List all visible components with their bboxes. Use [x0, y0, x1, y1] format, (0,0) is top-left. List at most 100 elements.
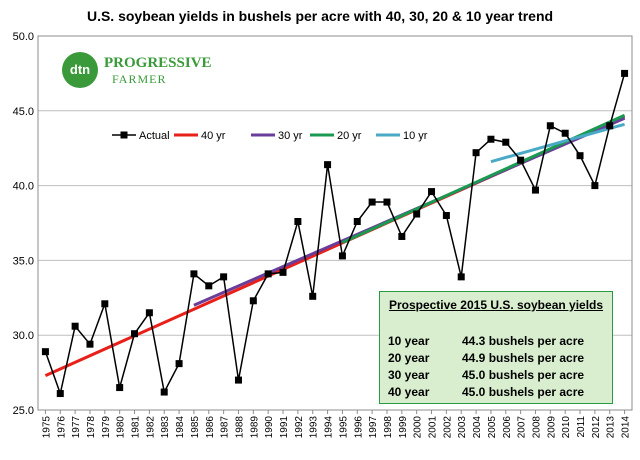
actual-point [576, 152, 584, 160]
x-tick-label: 1993 [309, 416, 320, 439]
legend-label: 10 yr [403, 130, 428, 142]
legend-label: 30 yr [278, 130, 303, 142]
info-yield: 45.0 bushels per acre [462, 385, 585, 399]
actual-point [190, 270, 198, 278]
x-tick-label: 1980 [116, 416, 127, 439]
info-yield: 44.9 bushels per acre [462, 351, 585, 365]
x-tick-label: 1976 [56, 416, 67, 439]
x-tick-label: 2008 [531, 416, 542, 439]
actual-point [309, 292, 317, 300]
actual-point [621, 69, 629, 77]
x-tick-label: 2004 [472, 416, 483, 439]
actual-point [531, 186, 539, 194]
actual-point [71, 322, 79, 330]
y-tick-label: 45.0 [13, 106, 34, 118]
x-tick-label: 1975 [41, 416, 52, 439]
x-tick-label: 2005 [487, 416, 498, 439]
x-tick-label: 1977 [71, 416, 82, 439]
dtn-logo-icon: dtn [62, 52, 98, 88]
x-tick-label: 2000 [413, 416, 424, 439]
logo-text-progressive: PROGRESSIVE [104, 55, 212, 71]
actual-point [101, 300, 109, 308]
x-tick-label: 1997 [368, 416, 379, 439]
y-tick-label: 40.0 [13, 181, 34, 193]
x-tick-label: 1990 [264, 416, 275, 439]
x-tick-label: 1992 [294, 416, 305, 439]
y-tick-label: 30.0 [13, 330, 34, 342]
x-tick-label: 2013 [606, 416, 617, 439]
actual-point [383, 198, 391, 206]
info-yield: 44.3 bushels per acre [462, 334, 585, 348]
actual-point [487, 135, 495, 143]
actual-point [279, 268, 287, 276]
info-yield: 45.0 bushels per acre [462, 368, 585, 382]
x-tick-label: 1996 [353, 416, 364, 439]
x-tick-label: 2002 [442, 416, 453, 439]
x-tick-label: 1978 [86, 416, 97, 439]
actual-point [234, 376, 242, 384]
actual-point [457, 273, 465, 281]
actual-point [175, 360, 183, 368]
x-tick-label: 2012 [591, 416, 602, 439]
actual-point [56, 390, 64, 398]
legend-label: 20 yr [337, 130, 362, 142]
x-tick-label: 1995 [338, 416, 349, 439]
actual-point [442, 212, 450, 220]
info-box-title: Prospective 2015 U.S. soybean yields [388, 298, 604, 312]
x-tick-label: 1987 [220, 416, 231, 439]
actual-point [86, 340, 94, 348]
legend-label: Actual [139, 130, 170, 142]
y-tick-label: 35.0 [13, 255, 34, 267]
y-tick-label: 25.0 [13, 405, 34, 417]
actual-point [546, 122, 554, 130]
chart-title: U.S. soybean yields in bushels per acre … [86, 8, 554, 24]
actual-point [368, 198, 376, 206]
actual-point [517, 156, 525, 164]
x-tick-label: 1988 [234, 416, 245, 439]
x-tick-label: 1991 [279, 416, 290, 439]
plot-frame [37, 35, 633, 411]
x-tick-label: 1985 [190, 416, 201, 439]
x-tick-label: 2001 [428, 416, 439, 439]
actual-point [220, 273, 228, 281]
actual-point [145, 309, 153, 317]
actual-point [131, 330, 139, 338]
x-tick-label: 1998 [383, 416, 394, 439]
actual-point [264, 270, 272, 278]
actual-point [353, 218, 361, 226]
actual-point [561, 129, 569, 137]
x-tick-label: 1986 [205, 416, 216, 439]
x-tick-label: 1989 [249, 416, 260, 439]
x-tick-label: 1979 [101, 416, 112, 439]
actual-point [472, 149, 480, 157]
info-period: 20 year [388, 351, 430, 365]
trend-line-10yr [490, 122, 625, 164]
x-tick-label: 2011 [576, 416, 587, 438]
info-period: 10 year [388, 334, 430, 348]
actual-point [41, 348, 49, 356]
x-tick-label: 2014 [621, 416, 632, 439]
info-period: 40 year [388, 385, 430, 399]
actual-point [116, 384, 124, 392]
forecast-info-box: Prospective 2015 U.S. soybean yields 10 … [379, 291, 613, 404]
actual-point [398, 232, 406, 240]
actual-point [160, 388, 168, 396]
actual-point [428, 188, 436, 196]
info-period: 30 year [388, 368, 430, 382]
x-tick-label: 2006 [502, 416, 513, 439]
actual-point [205, 282, 213, 290]
x-tick-label: 1994 [324, 416, 335, 439]
x-tick-label: 1983 [160, 416, 171, 439]
actual-point [502, 138, 510, 146]
logo-text-farmer: FARMER [112, 72, 167, 86]
actual-point [413, 210, 421, 218]
x-tick-label: 1984 [175, 416, 186, 439]
dtn-progressive-farmer-logo: dtn PROGRESSIVE FARMER [62, 52, 212, 92]
x-tick-label: 2009 [546, 416, 557, 439]
actual-point [324, 161, 332, 169]
x-tick-label: 2010 [561, 416, 572, 439]
x-tick-label: 1999 [398, 416, 409, 439]
legend-label: 40 yr [201, 130, 226, 142]
actual-point [338, 252, 346, 260]
